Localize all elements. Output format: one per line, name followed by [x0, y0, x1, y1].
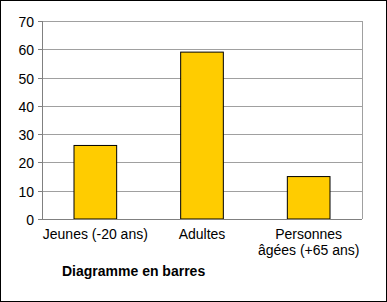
- category-label: Jeunes (-20 ans): [43, 226, 148, 242]
- tick-label: 30: [18, 127, 34, 143]
- tick-mark: [38, 219, 42, 220]
- tick-mark: [38, 134, 42, 135]
- tick-label: 20: [18, 155, 34, 171]
- tick-label: 40: [18, 99, 34, 115]
- bars: [74, 52, 330, 219]
- bar: [287, 177, 330, 219]
- tick-mark: [38, 49, 42, 50]
- grid-line: [42, 219, 362, 220]
- y-axis: [42, 21, 43, 219]
- category-label: Adultes: [179, 226, 226, 242]
- category-label: Personnesâgées (+65 ans): [258, 226, 360, 258]
- grid-line: [42, 21, 362, 22]
- tick-label: 50: [18, 71, 34, 87]
- title: Diagramme en barres: [62, 263, 205, 279]
- tick-mark: [38, 162, 42, 163]
- tick-label: 60: [18, 42, 34, 58]
- tick-label: 0: [26, 212, 34, 228]
- category-label-line: âgées (+65 ans): [258, 242, 360, 258]
- tick-label: 70: [18, 14, 34, 30]
- tick-mark: [38, 191, 42, 192]
- chart: 0 10 20 30 40 50 60 70 Jeunes (-20 ans) Adultes Pe…: [0, 0, 387, 302]
- grid-line: [42, 49, 362, 50]
- x-axis: [42, 219, 362, 220]
- bar: [74, 145, 117, 219]
- plot-frame: [362, 21, 363, 219]
- tick-mark: [38, 106, 42, 107]
- outer-frame: [1, 1, 387, 302]
- tick-mark: [38, 78, 42, 79]
- tick-mark: [38, 21, 42, 22]
- bar: [181, 52, 224, 219]
- tick-label: 10: [18, 184, 34, 200]
- category-label-line: Personnes: [275, 226, 342, 242]
